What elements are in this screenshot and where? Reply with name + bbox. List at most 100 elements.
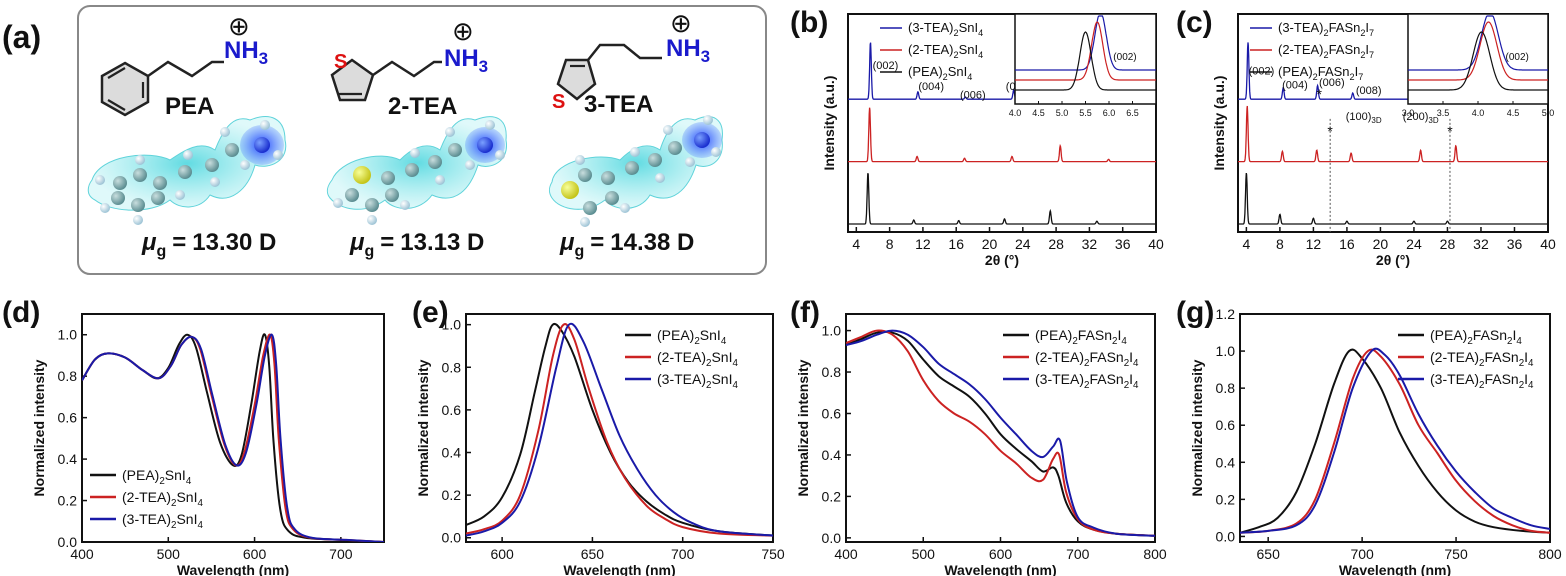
- x-tick-label: 650: [1257, 546, 1281, 562]
- xrd-trace-black: [1238, 172, 1548, 225]
- y-tick-label: 0.8: [58, 368, 78, 384]
- x-tick-label: 600: [243, 546, 267, 562]
- legend-label: (2-TEA)2FASn2I4: [1430, 349, 1534, 369]
- legend-label: (PEA)2SnI4: [908, 64, 972, 82]
- molecule-pea: NH3 ⊕ PEA: [100, 11, 268, 120]
- panel-label-c: (c): [1176, 6, 1213, 39]
- y-tick-label: 0.4: [442, 445, 462, 461]
- legend-label: (3-TEA)2SnI4: [122, 511, 203, 531]
- ammonium-label: NH3: [444, 45, 488, 76]
- legend-label: (PEA)2FASn2I4: [1430, 327, 1522, 347]
- inset-trace-red: [1015, 21, 1156, 81]
- x-axis-label: Wavelength (nm): [1339, 562, 1451, 576]
- y-tick-label: 0.4: [1216, 454, 1236, 470]
- spectrum-blue: [466, 322, 773, 537]
- sulfur-label: S: [552, 91, 565, 113]
- x-tick-label: 36: [1115, 236, 1131, 252]
- x-axis-label: 2θ (°): [1376, 252, 1410, 268]
- x-tick-label: 4: [1242, 236, 1250, 252]
- inset-trace-red: [1408, 21, 1548, 81]
- inset-peak-label: (002): [1113, 52, 1136, 63]
- inset-frame: [1014, 13, 1157, 105]
- x-tick-label: 16: [948, 236, 964, 252]
- ethyl-chain: [147, 60, 224, 78]
- x-tick-label: 12: [915, 236, 931, 252]
- plot-frame: [465, 313, 774, 543]
- legend-label: (2-TEA)2SnI4: [122, 489, 203, 509]
- y-tick-label: 0.6: [58, 410, 78, 426]
- x-tick-label: 600: [490, 546, 514, 562]
- panel-label-g: (g): [1176, 296, 1214, 329]
- x-tick-label: 32: [1082, 236, 1098, 252]
- molecule-name: 2-TEA: [388, 93, 457, 120]
- panel-label-a: (a): [2, 19, 41, 55]
- inset-trace-blue: [1015, 15, 1156, 71]
- x-tick-label: 750: [1444, 546, 1468, 562]
- peak-label: (004): [1282, 79, 1308, 91]
- y-tick-label: 0.0: [822, 530, 842, 546]
- molecule-name: PEA: [165, 93, 214, 120]
- legend-label: (3-TEA)2SnI4: [657, 371, 738, 391]
- y-axis-label: Intensity (a.u.): [1211, 76, 1227, 171]
- plus-charge: ⊕: [228, 11, 250, 41]
- spectra-traces: [1240, 347, 1550, 534]
- y-tick-label: 0.2: [442, 487, 462, 503]
- x-axis-label: 2θ (°): [985, 252, 1019, 268]
- molecule-2-tea: S NH3 ⊕ 2-TEA: [330, 16, 488, 120]
- inset-tick-label: 6.0: [1103, 108, 1116, 118]
- y-tick-label: 0.2: [822, 488, 842, 504]
- spectrum-blue: [846, 329, 1155, 537]
- ammonium-label: NH3: [224, 37, 268, 68]
- x-tick-label: 400: [70, 546, 94, 562]
- y-tick-label: 0.6: [442, 402, 462, 418]
- y-axis-label: Normalized intensity: [415, 359, 431, 496]
- peak-label: (008): [1356, 85, 1382, 97]
- peak-label: (004): [918, 81, 944, 93]
- plus-charge: ⊕: [670, 8, 692, 38]
- x-tick-label: 500: [912, 546, 936, 562]
- x-tick-label: 32: [1473, 236, 1489, 252]
- dipole-2-tea: μg = 13.13 D: [349, 229, 484, 260]
- inset-tick-label: 5.0: [1542, 108, 1555, 118]
- x-tick-label: 800: [1143, 546, 1167, 562]
- xrd-trace-black: [848, 173, 1156, 225]
- xrd-trace-red: [1238, 105, 1548, 163]
- thiophene-ring: [556, 58, 597, 101]
- plot-frame: [1239, 313, 1551, 543]
- chart-panels: (b) 4 8 12 16 20 24 28 32 36 40 2θ (°) Intensity (a.…: [2, 6, 1562, 576]
- xrd-trace-red: [848, 107, 1156, 163]
- chart-g: (g) 650 700 750 800 Wavelength (nm) Normalized…: [1176, 296, 1562, 576]
- x-tick-label: 700: [329, 546, 353, 562]
- ethyl-chain: [372, 60, 442, 78]
- sulfur-label: S: [334, 51, 347, 73]
- spectra-traces: [82, 333, 384, 542]
- x-tick-label: 28: [1048, 236, 1064, 252]
- x-tick-label: 28: [1440, 236, 1456, 252]
- y-tick-label: 0.0: [1216, 528, 1236, 544]
- x-tick-label: 8: [886, 236, 894, 252]
- panel-a-molecules: (a) NH3 ⊕ PEA S NH3 ⊕ 2-TEA: [2, 5, 767, 275]
- x-tick-label: 8: [1276, 236, 1284, 252]
- inset-tick-label: 5.5: [1079, 108, 1092, 118]
- dipole-pea: μg = 13.30 D: [141, 229, 276, 260]
- legend-label: (3-TEA)2FASn2I4: [1035, 371, 1139, 391]
- x-tick-label: 750: [761, 546, 785, 562]
- chart-e: (e) 600 650 700 750 Wavelength (nm) Normalized…: [412, 296, 785, 576]
- inset-trace-blue: [1408, 15, 1548, 71]
- panel-label-b: (b): [790, 6, 828, 39]
- peak-label: (200)3D: [1403, 111, 1439, 125]
- spectrum-red: [466, 323, 773, 537]
- legend-label: (2-TEA)2SnI4: [657, 349, 738, 369]
- y-tick-label: 0.0: [442, 530, 462, 546]
- y-tick-label: 0.6: [822, 405, 842, 421]
- x-tick-label: 16: [1339, 236, 1355, 252]
- y-tick-label: 0.4: [58, 451, 78, 467]
- chart-d: (d) 400 500 600 700 Wavelength (nm) Normalized…: [2, 296, 385, 576]
- inset-peak-label: (002): [1506, 52, 1529, 63]
- y-tick-label: 0.0: [58, 534, 78, 550]
- molecule-3-tea: S NH3 ⊕ 3-TEA: [552, 8, 710, 118]
- peak-label: (100)3D: [1346, 111, 1382, 125]
- spectrum-red: [846, 329, 1155, 537]
- y-axis-label: Normalized intensity: [1189, 359, 1205, 496]
- y-tick-label: 1.0: [1216, 343, 1236, 359]
